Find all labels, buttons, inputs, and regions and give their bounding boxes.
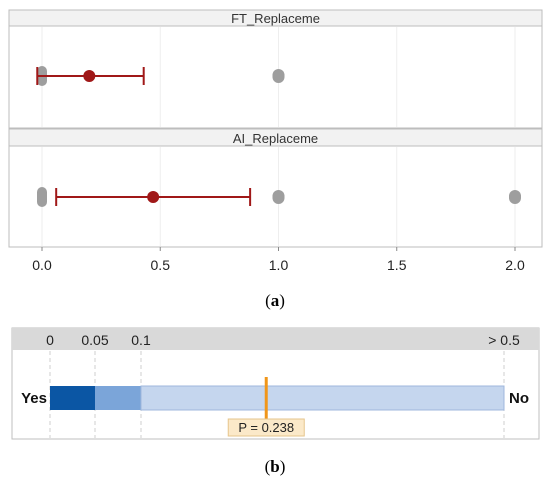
panel-frame bbox=[8, 128, 543, 248]
panel-title: AI_Replaceme bbox=[233, 131, 318, 146]
scale-label: 0.05 bbox=[81, 332, 108, 348]
x-tick-label: 0.5 bbox=[151, 257, 171, 273]
panel-strip bbox=[8, 9, 543, 27]
data-point bbox=[509, 190, 521, 204]
x-tick-label: 2.0 bbox=[505, 257, 525, 273]
no-label: No bbox=[509, 390, 529, 407]
mean-point bbox=[83, 70, 96, 82]
caption-a: (a) bbox=[265, 291, 285, 310]
mean-point bbox=[147, 191, 160, 203]
scale-header bbox=[12, 328, 539, 350]
scale-label: 0 bbox=[46, 332, 54, 348]
panel-frame bbox=[8, 9, 543, 129]
data-point bbox=[37, 187, 47, 207]
p-value-label: P = 0.238 bbox=[238, 420, 294, 435]
caption-b: (b) bbox=[264, 457, 286, 476]
x-tick-label: 0.0 bbox=[32, 257, 52, 273]
yes-label: Yes bbox=[21, 390, 47, 407]
interval-plot: FT_Replaceme AI_Replaceme 0.0 0.5 1.0 1.5 2.0 bbox=[8, 9, 543, 273]
data-point bbox=[272, 69, 285, 83]
panel-strip bbox=[8, 128, 543, 147]
bar-segment-strong bbox=[50, 386, 95, 410]
p-value-summary-bar: 0 0.05 0.1 > 0.5 Yes No P = 0.238 bbox=[11, 327, 540, 440]
x-tick-label: 1.0 bbox=[269, 257, 289, 273]
data-point bbox=[272, 190, 285, 204]
x-tick-label: 1.5 bbox=[387, 257, 407, 273]
scale-label: 0.1 bbox=[131, 332, 151, 348]
panel-title: FT_Replaceme bbox=[231, 11, 320, 26]
bar-segment-moderate bbox=[95, 386, 141, 410]
p-value-label-box bbox=[227, 418, 305, 437]
bar-segment-weak bbox=[140, 385, 505, 411]
scale-label: > 0.5 bbox=[488, 332, 520, 348]
